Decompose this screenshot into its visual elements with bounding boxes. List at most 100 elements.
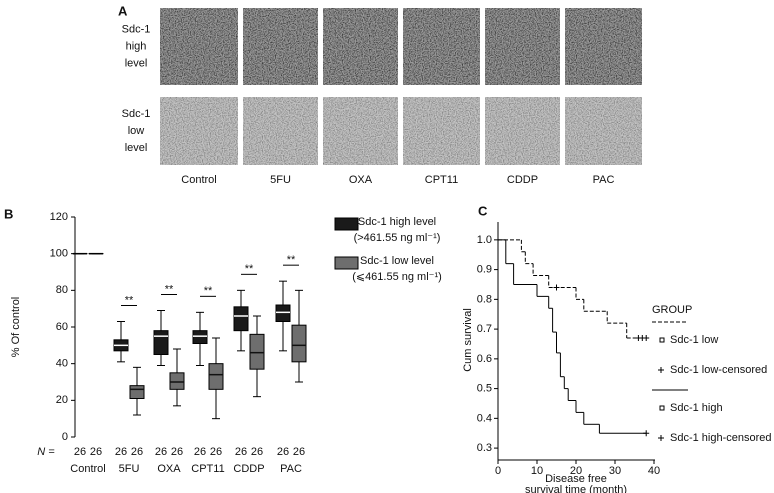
micrograph-texture bbox=[403, 97, 480, 165]
row-label: level bbox=[125, 57, 148, 69]
legend-marker bbox=[659, 405, 665, 411]
significance: ** bbox=[125, 294, 134, 306]
y-tick-label: 80 bbox=[56, 284, 68, 296]
x-tick-label: PAC bbox=[280, 463, 302, 475]
micrograph-texture bbox=[243, 8, 318, 85]
legend-threshold: (>461.55 ng ml⁻¹) bbox=[354, 232, 441, 244]
box bbox=[169, 372, 185, 390]
x-tick-label: 20 bbox=[570, 465, 582, 477]
legend-label: Sdc-1 high level bbox=[358, 216, 436, 228]
y-tick-label: 0.4 bbox=[477, 412, 492, 424]
x-axis-label: Disease free bbox=[545, 473, 607, 485]
censor-mark bbox=[643, 430, 650, 437]
censor-mark bbox=[643, 335, 650, 342]
n-count: 26 bbox=[115, 446, 127, 458]
micrograph-texture bbox=[243, 97, 318, 165]
y-tick-label: 0.5 bbox=[477, 383, 492, 395]
y-tick-label: 100 bbox=[50, 248, 68, 260]
panel-label: B bbox=[4, 206, 13, 221]
micrograph-texture bbox=[485, 8, 560, 85]
legend-label: Sdc-1 high bbox=[670, 402, 723, 414]
y-tick-label: 40 bbox=[56, 358, 68, 370]
significance: ** bbox=[245, 263, 254, 275]
micrograph-texture bbox=[565, 97, 642, 165]
significance: ** bbox=[204, 285, 213, 297]
n-count: 26 bbox=[155, 446, 167, 458]
y-tick-label: 20 bbox=[56, 394, 68, 406]
box bbox=[291, 324, 307, 363]
box bbox=[129, 385, 145, 399]
column-label: 5FU bbox=[270, 174, 291, 186]
box bbox=[192, 330, 208, 344]
legend-marker bbox=[658, 367, 664, 373]
legend-label: Sdc-1 low bbox=[670, 334, 718, 346]
y-tick-label: 0 bbox=[62, 431, 68, 443]
micrograph-texture bbox=[403, 8, 480, 85]
box bbox=[249, 333, 265, 370]
y-tick-label: 0.9 bbox=[477, 264, 492, 276]
legend-label: Sdc-1 high-censored bbox=[670, 432, 772, 444]
n-count: 26 bbox=[74, 446, 86, 458]
x-axis-label: survival time (month) bbox=[525, 484, 627, 493]
x-tick-label: CPT11 bbox=[191, 463, 224, 475]
y-axis-label: % Of control bbox=[10, 297, 22, 358]
micrograph-texture bbox=[485, 97, 560, 165]
y-tick-label: 0.7 bbox=[477, 323, 492, 335]
panel-label: C bbox=[478, 203, 488, 218]
n-label: N = bbox=[37, 446, 55, 458]
micrograph-texture bbox=[323, 8, 398, 85]
row-label: Sdc-1 bbox=[122, 108, 151, 120]
n-count: 26 bbox=[194, 446, 206, 458]
y-tick-label: 120 bbox=[50, 211, 68, 223]
panel-label: A bbox=[118, 3, 128, 18]
censor-mark bbox=[553, 284, 560, 291]
n-count: 26 bbox=[90, 446, 102, 458]
significance: ** bbox=[165, 283, 174, 295]
column-label: Control bbox=[181, 174, 216, 186]
legend-swatch bbox=[334, 217, 359, 231]
n-count: 26 bbox=[171, 446, 183, 458]
y-tick-label: 0.8 bbox=[477, 293, 492, 305]
x-tick-label: 10 bbox=[531, 465, 543, 477]
n-count: 26 bbox=[293, 446, 305, 458]
y-axis-label: Cum survival bbox=[462, 308, 474, 372]
x-tick-label: 30 bbox=[609, 465, 621, 477]
legend-marker bbox=[658, 435, 664, 441]
legend-swatch bbox=[334, 256, 359, 270]
significance: ** bbox=[287, 254, 296, 266]
column-label: CPT11 bbox=[425, 174, 458, 186]
box bbox=[275, 304, 291, 322]
column-label: CDDP bbox=[507, 174, 538, 186]
n-count: 26 bbox=[251, 446, 263, 458]
legend-marker bbox=[659, 337, 665, 343]
box bbox=[233, 306, 249, 332]
box bbox=[208, 363, 224, 390]
row-label: low bbox=[128, 125, 145, 137]
box bbox=[153, 330, 169, 355]
n-count: 26 bbox=[131, 446, 143, 458]
y-tick-label: 0.6 bbox=[477, 353, 492, 365]
legend-threshold: (⩽461.55 ng ml⁻¹) bbox=[352, 271, 442, 283]
legend-label: Sdc-1 low-censored bbox=[670, 364, 767, 376]
micrograph-texture bbox=[160, 8, 238, 85]
x-tick-label: Control bbox=[70, 463, 105, 475]
row-label: high bbox=[126, 40, 147, 52]
micrograph-texture bbox=[565, 8, 642, 85]
n-count: 26 bbox=[277, 446, 289, 458]
x-tick-label: 5FU bbox=[119, 463, 140, 475]
n-count: 26 bbox=[210, 446, 222, 458]
column-label: OXA bbox=[349, 174, 373, 186]
y-tick-label: 0.3 bbox=[477, 442, 492, 454]
column-label: PAC bbox=[593, 174, 615, 186]
micrograph-texture bbox=[323, 97, 398, 165]
x-tick-label: 40 bbox=[648, 465, 660, 477]
x-tick-label: 0 bbox=[495, 465, 501, 477]
x-tick-label: OXA bbox=[157, 463, 181, 475]
row-label: Sdc-1 bbox=[122, 23, 151, 35]
y-tick-label: 60 bbox=[56, 321, 68, 333]
micrograph-texture bbox=[160, 97, 238, 165]
row-label: level bbox=[125, 142, 148, 154]
x-tick-label: CDDP bbox=[233, 463, 264, 475]
